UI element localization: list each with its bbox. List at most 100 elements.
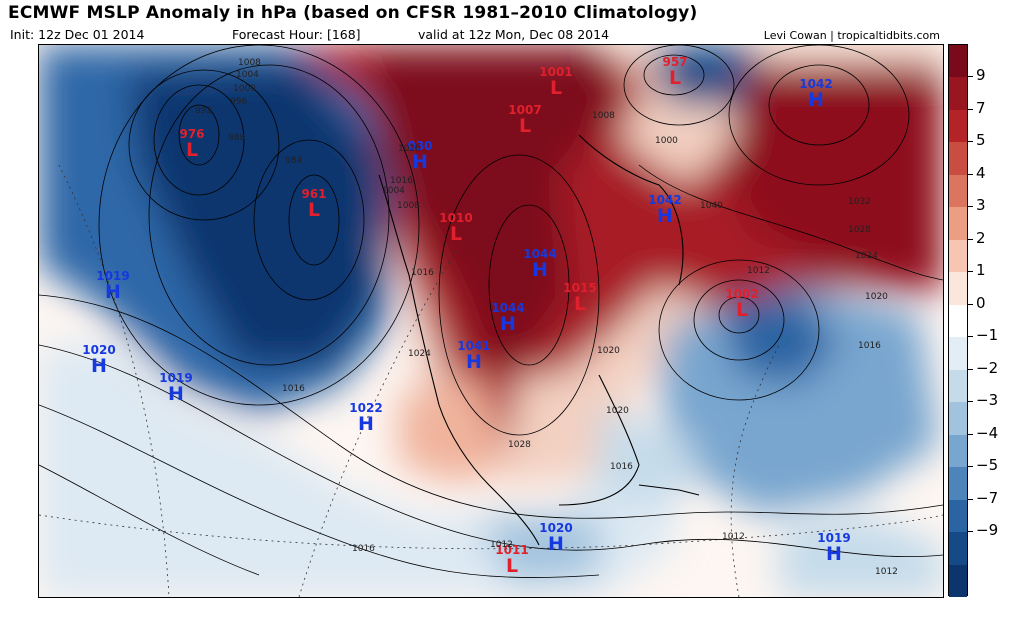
colorbar-tick	[968, 141, 973, 143]
isobar-label: 1012	[875, 567, 898, 577]
isobar-label: 992	[195, 106, 213, 116]
colorbar-segment	[949, 77, 967, 111]
colorbar-tick	[968, 238, 973, 240]
pressure-value: 1042	[648, 193, 682, 207]
pressure-value: 957	[662, 55, 688, 69]
colorbar-tick	[968, 401, 973, 403]
colorbar-tick	[968, 76, 973, 78]
colorbar-segment	[949, 272, 967, 306]
pressure-value: 1019	[96, 269, 130, 283]
colorbar-label: −3	[976, 391, 999, 410]
low-pressure-marker: 1015 L	[563, 282, 596, 314]
colorbar-label: −7	[976, 488, 999, 507]
colorbar-label: −1	[976, 326, 999, 345]
colorbar-tick	[968, 368, 973, 370]
colorbar-tick	[968, 336, 973, 338]
isobar-label: 1020	[606, 406, 629, 416]
colorbar-segment	[949, 304, 967, 338]
isobar-label: 1016	[411, 268, 434, 278]
pressure-letter: L	[735, 299, 749, 321]
isobar-label: 1016	[390, 176, 413, 186]
isobar-label: 1004	[382, 186, 405, 196]
colorbar-label: 1	[976, 261, 986, 280]
high-pressure-marker: 1022 H	[349, 402, 382, 434]
pressure-value: 1019	[159, 371, 193, 385]
low-pressure-marker: 957 L	[662, 56, 687, 88]
pressure-value: 1019	[817, 531, 851, 545]
colorbar-segment	[949, 337, 967, 371]
isobar-label: 1008	[397, 201, 420, 211]
colorbar-tick	[968, 206, 973, 208]
pressure-value: 961	[301, 187, 327, 201]
colorbar-tick	[968, 433, 973, 435]
isobar-label: 1028	[848, 225, 871, 235]
colorbar-label: −4	[976, 423, 999, 442]
pressure-value: 1001	[539, 65, 573, 79]
colorbar-label: 9	[976, 66, 986, 85]
pressure-letter: L	[185, 139, 199, 161]
colorbar-segment	[949, 499, 967, 533]
pressure-letter: H	[548, 533, 564, 555]
pressure-letter: H	[500, 313, 516, 335]
pressure-letter: H	[808, 89, 824, 111]
high-pressure-marker: 1041 H	[457, 340, 490, 372]
isobar-label: 1008	[238, 58, 261, 68]
isobar-label: 984	[285, 156, 303, 166]
pressure-letter: H	[168, 383, 184, 405]
credit-label: Levi Cowan | tropicaltidbits.com	[763, 29, 940, 42]
colorbar-tick	[968, 531, 973, 533]
pressure-value: 1007	[508, 103, 542, 117]
pressure-letter: L	[449, 223, 463, 245]
coastlines	[378, 134, 700, 546]
isobar-label: 1016	[352, 544, 375, 554]
colorbar-segment	[949, 532, 967, 566]
pressure-value: 1022	[349, 401, 383, 415]
pressure-value: 1044	[491, 301, 525, 315]
pressure-letter: H	[532, 259, 548, 281]
isobar-label: 988	[228, 133, 246, 143]
isobar-label: 1040	[700, 201, 723, 211]
pressure-value: 1041	[457, 339, 491, 353]
colorbar-label: −2	[976, 358, 999, 377]
high-pressure-marker: 1019 H	[159, 372, 192, 404]
colorbar-segment	[949, 45, 967, 78]
colorbar-segment	[949, 369, 967, 403]
colorbar-segment	[949, 174, 967, 208]
low-pressure-marker: 961 L	[301, 188, 326, 220]
colorbar-tick	[968, 108, 973, 110]
valid-time-label: valid at 12z Mon, Dec 08 2014	[418, 27, 610, 42]
high-pressure-marker: 1020 H	[539, 522, 572, 554]
isobar-contours	[39, 45, 943, 578]
colorbar-tick	[968, 466, 973, 468]
pressure-value: 976	[179, 127, 205, 141]
isobar-label: 1020	[597, 346, 620, 356]
pressure-value: 1015	[563, 281, 597, 295]
pressure-letter: L	[549, 77, 563, 99]
pressure-letter: H	[466, 351, 482, 373]
low-pressure-marker: 1002 L	[725, 288, 758, 320]
pressure-letter: H	[358, 413, 374, 435]
pressure-value: 1020	[539, 521, 573, 535]
pressure-value: 1002	[725, 287, 759, 301]
pressure-value: 1042	[799, 77, 833, 91]
low-pressure-marker: 1001 L	[539, 66, 572, 98]
pressure-letter: L	[505, 555, 519, 577]
colorbar-segment	[949, 239, 967, 273]
colorbar-segment	[949, 402, 967, 436]
isobar-label: 1004	[236, 70, 259, 80]
low-pressure-marker: 1007 L	[508, 104, 541, 136]
pressure-letter: H	[412, 151, 428, 173]
graticule-lines	[39, 164, 943, 597]
colorbar-segment	[949, 564, 967, 598]
pressure-letter: L	[518, 115, 532, 137]
pressure-letter: H	[91, 355, 107, 377]
pressure-value: 1044	[523, 247, 557, 261]
high-pressure-marker: 1042 H	[648, 194, 681, 226]
colorbar-tick	[968, 498, 973, 500]
isobar-label: 1016	[858, 341, 881, 351]
isobar-label: 1020	[398, 144, 421, 154]
low-pressure-marker: 976 L	[179, 128, 204, 160]
isobar-label: 1012	[722, 532, 745, 542]
pressure-letter: L	[573, 293, 587, 315]
colorbar-label: −5	[976, 456, 999, 475]
